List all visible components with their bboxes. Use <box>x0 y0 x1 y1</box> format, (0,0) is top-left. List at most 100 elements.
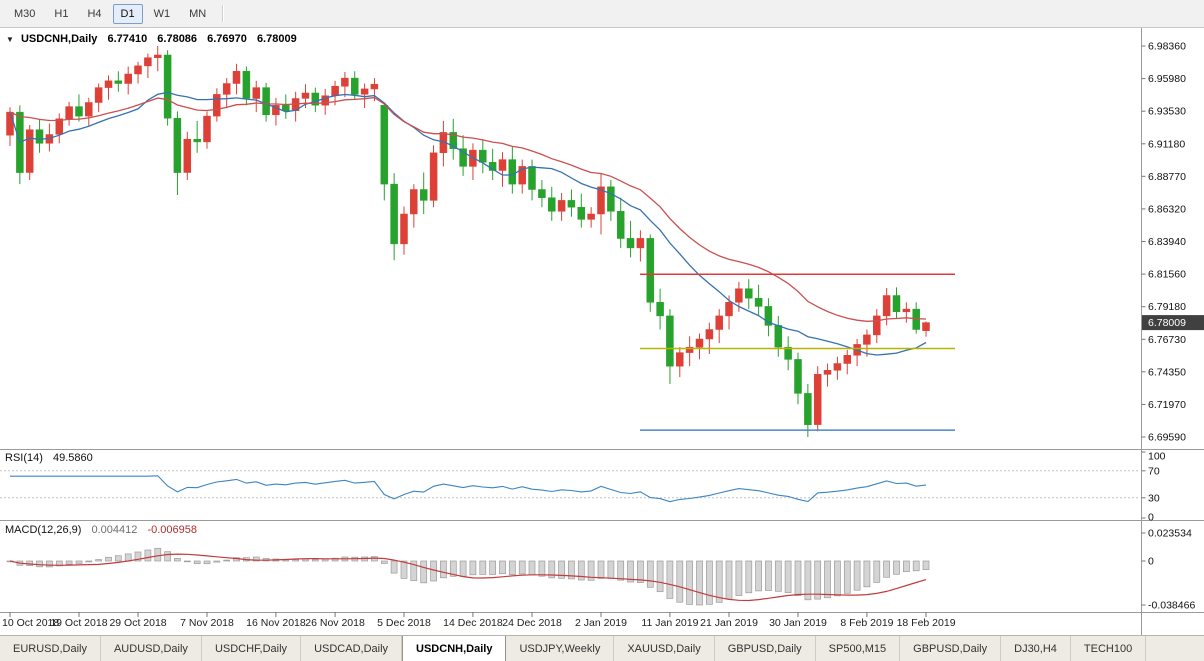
timeframe-button-d1[interactable]: D1 <box>112 3 143 24</box>
candle-body <box>745 288 753 299</box>
date-axis-label: 30 Jan 2019 <box>769 617 827 629</box>
price-axis-label: 6.81560 <box>1148 269 1186 281</box>
candle-body <box>341 77 349 87</box>
candle-body <box>833 363 842 371</box>
macd-histogram-bar <box>124 553 132 562</box>
candle-body <box>479 149 487 163</box>
rsi-axis-label: 30 <box>1148 492 1160 504</box>
candle-body <box>282 105 290 111</box>
macd-histogram-bar <box>390 560 398 574</box>
macd-histogram-bar <box>36 560 43 568</box>
macd-histogram-bar <box>499 560 506 575</box>
tab-sp500-m15[interactable]: SP500,M15 <box>816 636 901 661</box>
macd-histogram-bar <box>371 556 378 562</box>
date-axis-label: 8 Feb 2019 <box>840 617 893 629</box>
macd-histogram-bar <box>696 560 703 606</box>
macd-axis-label: 0.023534 <box>1148 528 1192 540</box>
macd-histogram-bar <box>814 560 822 600</box>
candle-body <box>518 166 526 185</box>
date-axis-label: 16 Nov 2018 <box>246 617 306 629</box>
macd-histogram-bar <box>311 559 319 562</box>
timeframe-toolbar: M30 H1 H4 D1 W1 MN <box>0 0 1204 28</box>
candle-body <box>321 95 329 106</box>
macd-axis-label: -0.038466 <box>1148 600 1195 612</box>
current-price-tag-text: 6.78009 <box>1148 317 1186 329</box>
price-axis-label: 6.71970 <box>1148 399 1186 411</box>
candle-body <box>213 94 221 117</box>
candle-body <box>922 322 930 331</box>
macd-histogram-bar <box>65 560 73 565</box>
tab-audusd-daily[interactable]: AUDUSD,Daily <box>101 636 202 661</box>
candle-body <box>754 297 763 307</box>
macd-histogram-bar <box>725 560 733 600</box>
timeframe-button-h4[interactable]: H4 <box>87 7 102 20</box>
candle-body <box>400 213 408 245</box>
macd-histogram-bar <box>203 560 211 565</box>
macd-histogram-bar <box>193 560 201 565</box>
macd-histogram-bar <box>912 560 920 572</box>
candle-body <box>764 306 773 326</box>
macd-histogram-bar <box>213 560 221 563</box>
tab-usdcnh-daily[interactable]: USDCNH,Daily <box>402 636 507 661</box>
candle-body <box>705 329 714 340</box>
candle-body <box>163 54 172 119</box>
candle-body <box>154 54 162 58</box>
tab-usdjpy-weekly[interactable]: USDJPY,Weekly <box>506 636 615 661</box>
macd-histogram-bar <box>105 556 112 562</box>
candle-body <box>351 77 359 95</box>
candle-body <box>567 200 576 208</box>
candle-body <box>203 115 211 143</box>
timeframe-button-m30[interactable]: M30 <box>14 7 36 20</box>
tab-tech100[interactable]: TECH100 <box>1071 636 1147 661</box>
tab-gbpusd-daily[interactable]: GBPUSD,Daily <box>715 636 816 661</box>
macd-histogram-bar <box>46 560 53 568</box>
collapse-chart-icon[interactable]: ▼ <box>6 35 14 44</box>
candle-body <box>65 106 73 120</box>
candle-body <box>390 183 398 245</box>
tab-xauusd-daily[interactable]: XAUUSD,Daily <box>614 636 715 661</box>
tab-dj30-h4[interactable]: DJ30,H4 <box>1001 636 1071 661</box>
timeframe-button-mn[interactable]: MN <box>189 7 207 20</box>
candle-body <box>823 370 832 375</box>
candle-body <box>124 73 132 84</box>
price-axis-label: 6.79180 <box>1148 301 1186 313</box>
macd-histogram-bar <box>479 560 487 575</box>
timeframe-button-h1[interactable]: H1 <box>54 7 69 20</box>
date-axis-label: 19 Oct 2018 <box>50 617 107 629</box>
macd-histogram-bar <box>144 549 152 562</box>
tab-usdcad-daily[interactable]: USDCAD,Daily <box>301 636 403 661</box>
macd-histogram-bar <box>174 558 181 562</box>
candle-body <box>626 238 635 249</box>
macd-histogram-bar <box>528 560 536 576</box>
date-axis-label: 11 Jan 2019 <box>641 617 698 629</box>
macd-histogram-bar <box>597 560 605 579</box>
macd-histogram-bar <box>784 560 792 593</box>
date-axis-label: 5 Dec 2018 <box>377 617 431 629</box>
date-axis-label: 21 Jan 2019 <box>700 617 758 629</box>
candle-body <box>843 355 852 364</box>
macd-histogram-bar <box>617 560 625 581</box>
candle-body <box>863 334 871 345</box>
toolbar-separator <box>222 5 224 22</box>
candle-body <box>656 302 664 317</box>
price-axis-label: 6.74350 <box>1148 366 1186 378</box>
candle-body <box>873 315 881 336</box>
candle-body <box>222 83 231 95</box>
tab-gbpusd-daily[interactable]: GBPUSD,Daily <box>900 636 1002 661</box>
macd-histogram-bar <box>548 560 556 579</box>
price-axis-label: 6.88770 <box>1148 171 1186 183</box>
candle-body <box>607 186 615 212</box>
macd-histogram-bar <box>420 560 428 584</box>
macd-histogram-bar <box>85 560 93 563</box>
tab-usdchf-daily[interactable]: USDCHF,Daily <box>202 636 302 661</box>
tab-eurusd-daily[interactable]: EURUSD,Daily <box>0 636 101 661</box>
macd-signal-line <box>9 553 927 602</box>
candle-body <box>666 315 674 367</box>
chart-area[interactable]: 6.98360 6.95980 6.93530 6.91180 6.88770 6.863… <box>0 28 1204 635</box>
candle-body <box>577 206 586 220</box>
candle-body <box>262 87 270 116</box>
timeframe-button-w1[interactable]: W1 <box>153 7 171 20</box>
chart-canvas[interactable]: 6.98360 6.95980 6.93530 6.91180 6.88770 6.863… <box>0 28 1204 635</box>
macd-histogram-bar <box>656 560 664 593</box>
candle-body <box>94 87 103 103</box>
